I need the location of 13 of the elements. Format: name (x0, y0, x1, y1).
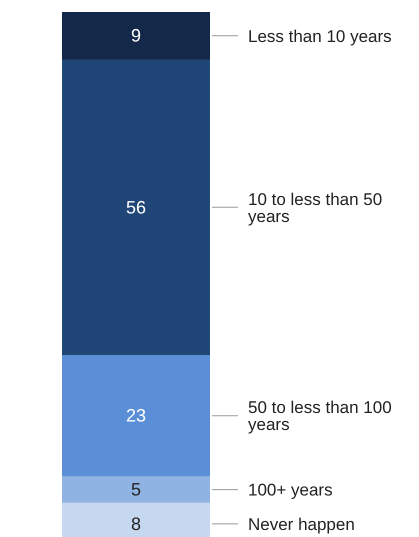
bar (62, 12, 210, 60)
data-label: 8 (130, 514, 142, 534)
bar (62, 59, 210, 356)
text: Less than 10 years (248, 26, 392, 46)
data-label: 23 (126, 406, 146, 426)
text: 10 to less than 50 years (248, 190, 382, 226)
data-label: 5 (130, 480, 142, 500)
text: 100+ years (248, 480, 333, 500)
data-label: 56 (126, 197, 146, 218)
text: Never happen (248, 514, 355, 534)
text: 50 to less than 100 years (248, 398, 392, 434)
bar (62, 355, 210, 476)
data-label: 9 (130, 26, 142, 46)
